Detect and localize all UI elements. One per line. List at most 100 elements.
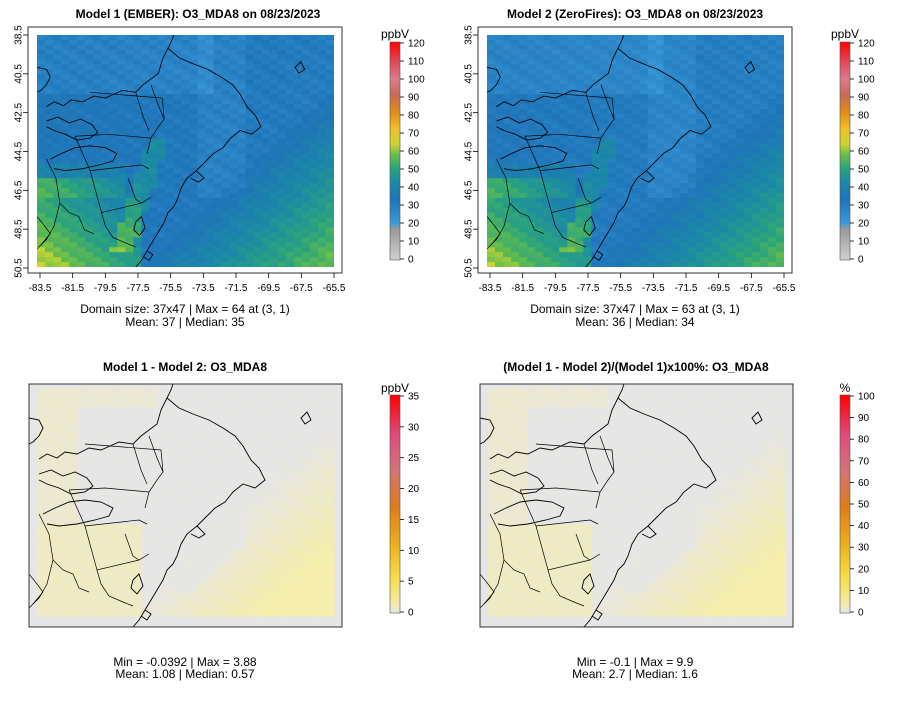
heatmap-cell (213, 69, 223, 75)
heatmap-cell (165, 257, 174, 263)
heatmap-cell (285, 212, 295, 219)
heatmap-cell (205, 480, 215, 486)
heatmap-cell (495, 49, 504, 56)
heatmap-cell (695, 94, 705, 100)
heatmap-cell (189, 557, 199, 564)
heatmap-cell (277, 417, 287, 423)
heatmap-cell (229, 262, 239, 267)
heatmap-cell (37, 217, 46, 224)
heatmap-cell (317, 173, 327, 179)
heatmap-cell (317, 257, 327, 263)
heatmap-cell (639, 35, 649, 41)
heatmap-cell (141, 217, 150, 224)
heatmap-cell (503, 168, 512, 174)
heatmap-cell (69, 94, 78, 100)
heatmap-cell (309, 465, 319, 471)
heatmap-cell (607, 227, 616, 233)
heatmap-cell (77, 39, 86, 46)
heatmap-cell (325, 59, 334, 66)
heatmap-cell (197, 158, 207, 164)
heatmap-cell (213, 392, 223, 399)
heatmap-cell (317, 562, 327, 568)
heatmap-cell (631, 35, 641, 41)
heatmap-cell (695, 133, 705, 140)
heatmap-cell (639, 128, 649, 135)
heatmap-cell (309, 202, 319, 209)
heatmap-cell (277, 54, 287, 61)
heatmap-cell (149, 538, 158, 544)
heatmap-cell (543, 247, 552, 253)
heatmap-cell (85, 388, 94, 394)
heatmap-cell (53, 237, 62, 243)
heatmap-cell (125, 54, 134, 61)
heatmap-cell (687, 252, 697, 258)
heatmap-cell (551, 69, 560, 75)
heatmap-cell (125, 183, 134, 189)
heatmap-cell (599, 188, 608, 194)
heatmap-cell (511, 212, 520, 219)
heatmap-cell (285, 232, 295, 238)
heatmap-cell (181, 118, 191, 125)
caption-line-1: Domain size: 37x47 | Max = 64 at (3, 1) (80, 302, 290, 316)
heatmap-cell (623, 54, 632, 61)
heatmap-cell (245, 227, 255, 233)
heatmap-cell (165, 113, 174, 120)
heatmap-cell (301, 417, 311, 423)
heatmap-cell (301, 197, 311, 204)
heatmap-cell (719, 153, 729, 159)
heatmap-cell (133, 543, 142, 549)
heatmap-cell (671, 99, 681, 105)
heatmap-cell (101, 538, 110, 544)
heatmap-cell (221, 207, 231, 214)
heatmap-cell (285, 237, 295, 243)
heatmap-cell (141, 183, 150, 189)
heatmap-cell (229, 113, 239, 120)
heatmap-cell (687, 257, 697, 263)
heatmap-cell (213, 470, 223, 476)
heatmap-cell (559, 148, 568, 154)
heatmap-cell (519, 84, 528, 90)
heatmap-cell (325, 237, 334, 243)
heatmap-cell (133, 514, 142, 520)
heatmap-cell (53, 49, 62, 56)
heatmap-cell (181, 455, 191, 462)
heatmap-cell (93, 89, 102, 95)
heatmap-cell (285, 538, 295, 544)
heatmap-cell (197, 227, 207, 233)
heatmap-cell (567, 222, 576, 229)
heatmap-cell (727, 143, 737, 150)
heatmap-cell (221, 153, 231, 159)
heatmap-cell (599, 49, 608, 56)
heatmap-cell (527, 133, 536, 140)
heatmap-cell (157, 69, 166, 75)
heatmap-cell (37, 188, 46, 194)
heatmap-cell (325, 54, 334, 61)
heatmap-cell (253, 412, 263, 418)
heatmap-cell (519, 207, 528, 214)
heatmap-cell (293, 222, 303, 229)
heatmap-cell (687, 148, 697, 154)
heatmap-cell (527, 237, 536, 243)
heatmap-cell (301, 94, 311, 100)
heatmap-cell (181, 35, 191, 41)
heatmap-cell (511, 183, 520, 189)
heatmap-cell (285, 59, 295, 66)
heatmap-cell (301, 518, 311, 525)
heatmap-cell (221, 192, 231, 199)
heatmap-cell (133, 99, 142, 105)
heatmap-cell (245, 109, 255, 115)
heatmap-cell (77, 153, 86, 159)
heatmap-cell (301, 514, 311, 520)
heatmap-cell (711, 54, 721, 61)
heatmap-cell (205, 237, 215, 243)
heatmap-cell (575, 257, 584, 263)
heatmap-cell (317, 528, 327, 535)
heatmap-cell (253, 417, 263, 423)
heatmap-cell (277, 69, 287, 75)
heatmap-cell (149, 528, 158, 535)
heatmap-cell (751, 54, 761, 61)
heatmap-cell (277, 407, 287, 413)
heatmap-cell (125, 158, 134, 164)
heatmap-cell (229, 104, 239, 110)
heatmap-cell (309, 84, 319, 90)
